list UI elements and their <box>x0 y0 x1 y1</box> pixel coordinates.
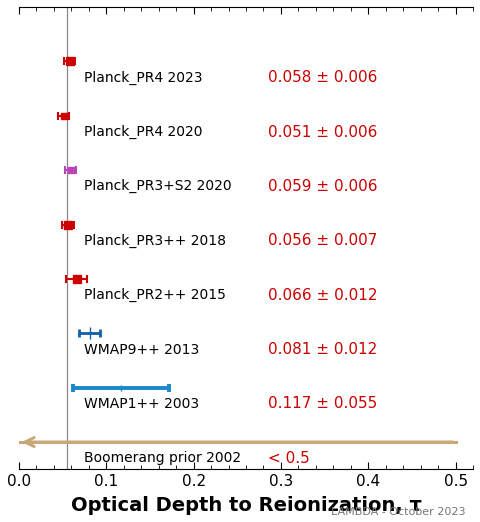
Text: 0.081 ± 0.012: 0.081 ± 0.012 <box>268 342 377 357</box>
Text: Planck_PR3+S2 2020: Planck_PR3+S2 2020 <box>84 180 232 194</box>
Text: LAMBDA - October 2023: LAMBDA - October 2023 <box>331 507 466 517</box>
Text: Boomerang prior 2002: Boomerang prior 2002 <box>84 452 241 466</box>
Text: Planck_PR4 2020: Planck_PR4 2020 <box>84 125 203 139</box>
X-axis label: Optical Depth to Reionization, τ: Optical Depth to Reionization, τ <box>71 496 421 515</box>
Text: 0.117 ± 0.055: 0.117 ± 0.055 <box>268 397 377 411</box>
Text: 0.066 ± 0.012: 0.066 ± 0.012 <box>268 288 377 303</box>
Text: 0.059 ± 0.006: 0.059 ± 0.006 <box>268 179 377 194</box>
Text: 0.058 ± 0.006: 0.058 ± 0.006 <box>268 70 377 85</box>
Text: Planck_PR3++ 2018: Planck_PR3++ 2018 <box>84 234 227 248</box>
Text: 0.056 ± 0.007: 0.056 ± 0.007 <box>268 233 377 248</box>
Text: 0.051 ± 0.006: 0.051 ± 0.006 <box>268 125 377 139</box>
Text: Planck_PR2++ 2015: Planck_PR2++ 2015 <box>84 288 227 302</box>
Text: Planck_PR4 2023: Planck_PR4 2023 <box>84 70 203 85</box>
Text: WMAP9++ 2013: WMAP9++ 2013 <box>84 342 200 357</box>
Text: WMAP1++ 2003: WMAP1++ 2003 <box>84 397 200 411</box>
Text: < 0.5: < 0.5 <box>268 451 310 466</box>
